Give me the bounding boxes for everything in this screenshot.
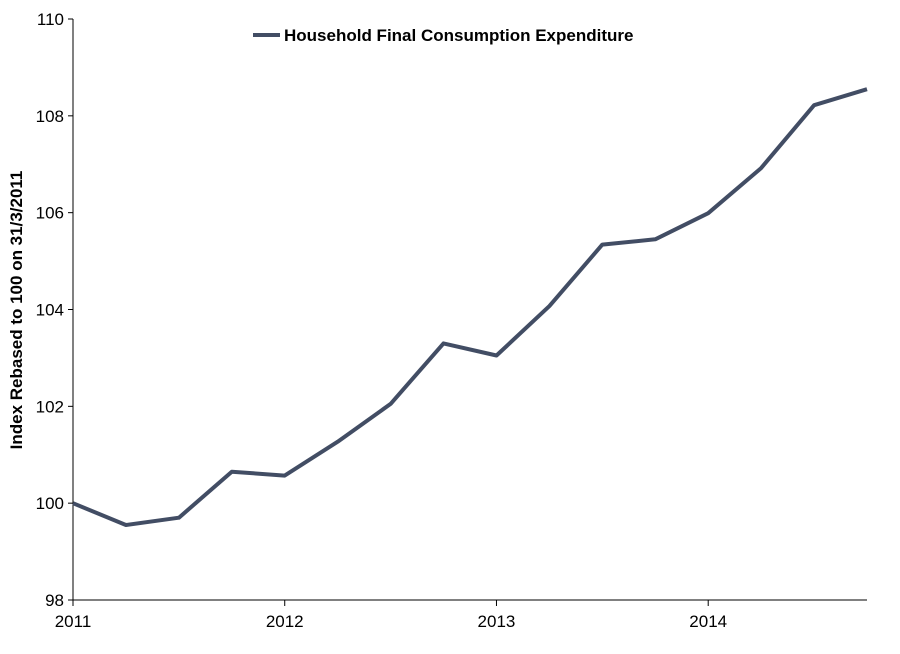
- y-axis-ticks: 98 100 102 104 106 108 110: [36, 10, 73, 610]
- x-tick-label: 2011: [55, 612, 92, 631]
- series-line: [72, 87, 868, 527]
- legend-label: Household Final Consumption Expenditure: [284, 26, 633, 45]
- x-tick-label: 2013: [478, 612, 516, 631]
- y-tick-label: 106: [36, 204, 64, 223]
- y-tick-label: 108: [36, 107, 64, 126]
- y-tick-label: 110: [37, 10, 64, 29]
- y-tick-label: 104: [36, 301, 64, 320]
- y-axis-title: Index Rebased to 100 on 31/3/2011: [7, 171, 26, 450]
- axes: [72, 19, 867, 601]
- y-tick-label: 100: [36, 494, 64, 513]
- y-tick-label: 102: [36, 397, 64, 416]
- x-tick-label: 2012: [266, 612, 304, 631]
- x-axis-ticks: 2011 2012 2013 2014: [55, 600, 727, 631]
- y-tick-label: 98: [45, 591, 64, 610]
- legend: Household Final Consumption Expenditure: [253, 26, 633, 45]
- series-layer: [72, 87, 868, 527]
- x-tick-label: 2014: [689, 612, 727, 631]
